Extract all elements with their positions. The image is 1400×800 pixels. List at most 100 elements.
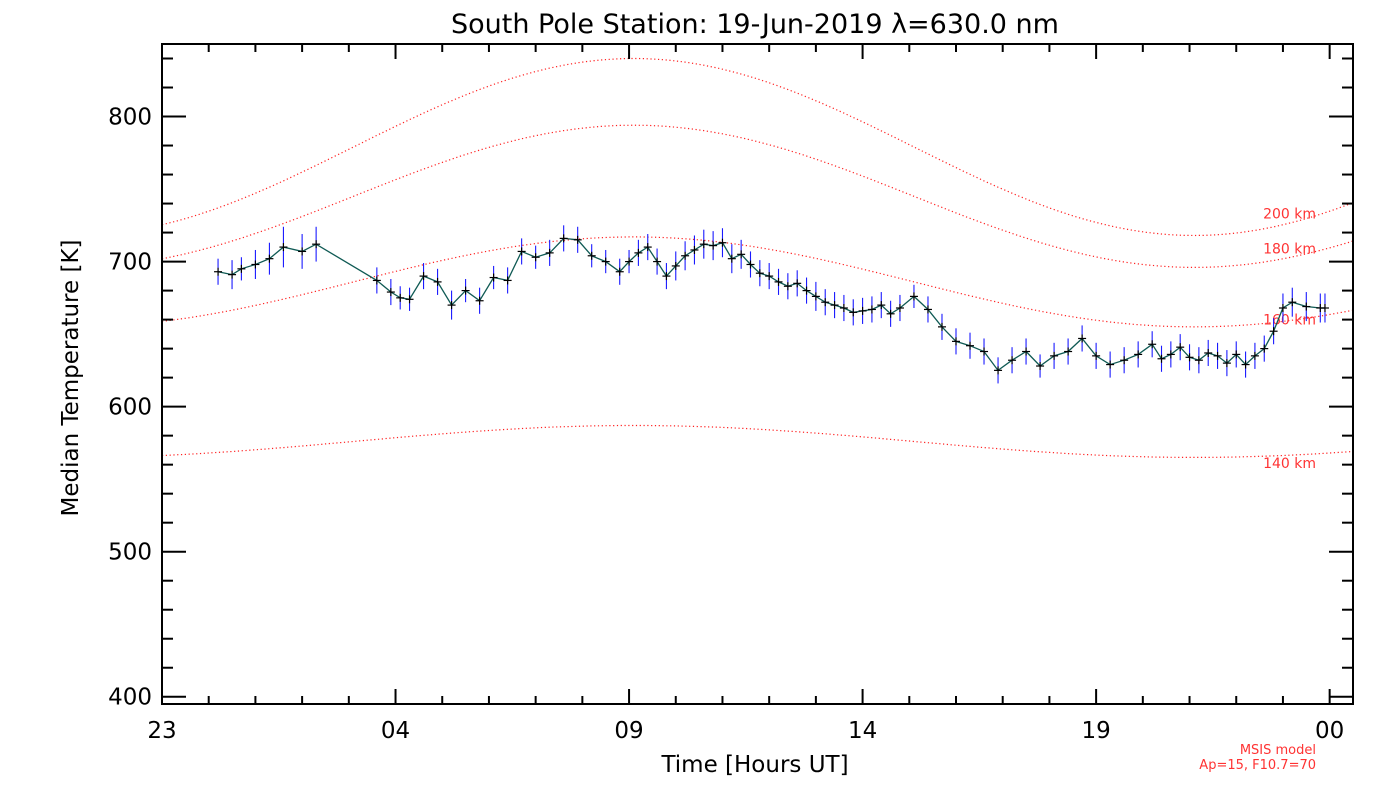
data-point — [671, 261, 680, 270]
data-point — [587, 251, 596, 260]
data-point — [625, 257, 634, 266]
data-point — [1194, 356, 1203, 365]
data-point — [681, 251, 690, 260]
data-point — [1269, 327, 1278, 336]
data-point — [709, 241, 718, 250]
data-point — [405, 295, 414, 304]
y-tick-label: 800 — [108, 105, 152, 131]
data-point — [475, 296, 484, 305]
data-point — [937, 322, 946, 331]
x-tick-label: 00 — [1315, 718, 1344, 744]
data-point — [793, 279, 802, 288]
x-tick-label: 14 — [848, 718, 877, 744]
error-bars — [217, 225, 1326, 384]
data-point — [737, 250, 746, 259]
data-point — [1064, 347, 1073, 356]
data-point — [1050, 351, 1059, 360]
data-point — [1232, 350, 1241, 359]
data-point — [312, 240, 321, 249]
data-point — [653, 257, 662, 266]
data-point — [372, 276, 381, 285]
data-point — [279, 243, 288, 252]
data-point — [1092, 351, 1101, 360]
data-point — [489, 273, 498, 282]
data-point — [765, 272, 774, 281]
data-point — [615, 267, 624, 276]
x-tick-label: 23 — [147, 718, 176, 744]
data-point — [1134, 350, 1143, 359]
data-point — [662, 272, 671, 281]
data-point — [643, 243, 652, 252]
data-point — [601, 257, 610, 266]
data-point — [1302, 302, 1311, 311]
data-point — [396, 293, 405, 302]
data-point — [774, 277, 783, 286]
data-point — [1222, 359, 1231, 368]
data-point — [545, 248, 554, 257]
chart-title: South Pole Station: 19-Jun-2019 λ=630.0 … — [451, 9, 1059, 40]
data-point — [1185, 353, 1194, 362]
data-point — [1260, 344, 1269, 353]
data-point — [746, 260, 755, 269]
data-point — [690, 245, 699, 254]
data-point — [755, 269, 764, 278]
data-point — [517, 247, 526, 256]
x-tick-label: 04 — [381, 718, 410, 744]
data-point — [251, 260, 260, 269]
data-point — [783, 282, 792, 291]
series-line — [217, 237, 1325, 372]
model-curve-label-1: 180 km — [1263, 242, 1316, 258]
y-tick-label: 500 — [108, 540, 152, 566]
data-point — [1106, 360, 1115, 369]
data-point — [952, 337, 960, 346]
data-point — [1204, 348, 1213, 357]
data-point — [559, 234, 568, 243]
data-point — [980, 347, 989, 356]
data-point — [1120, 356, 1129, 365]
model-curve-label-2: 160 km — [1263, 313, 1316, 329]
y-tick-label: 700 — [108, 250, 152, 276]
data-point — [802, 286, 811, 295]
plot-frame — [161, 43, 1354, 705]
data-point — [727, 254, 736, 263]
data-point — [214, 267, 223, 276]
data-point — [718, 238, 727, 247]
data-point — [821, 298, 830, 307]
data-point — [228, 270, 237, 279]
data-point — [966, 341, 975, 350]
data-point — [447, 301, 456, 310]
model-curve-label-3: 140 km — [1263, 456, 1316, 472]
data-markers — [214, 234, 1329, 375]
data-point — [858, 306, 867, 315]
data-point — [886, 309, 895, 318]
y-axis-label: Median Temperature [K] — [58, 240, 84, 517]
data-point — [298, 247, 307, 256]
data-point — [503, 276, 512, 285]
data-point — [1036, 362, 1045, 371]
model-curves — [161, 57, 1354, 458]
data-point — [1078, 334, 1087, 343]
model-note-line-1: MSIS model — [1240, 743, 1316, 758]
data-point — [1320, 304, 1329, 312]
model-curve-labels: 200 km 180 km 160 km 140 km — [1263, 207, 1316, 472]
x-axis-label: Time [Hours UT] — [660, 752, 848, 778]
axis-ticks — [161, 44, 1353, 704]
y-tick-label: 600 — [108, 395, 152, 421]
model-curve-2 — [161, 236, 1354, 328]
data-point — [531, 253, 540, 262]
data-point — [634, 248, 643, 257]
data-point — [1288, 298, 1297, 307]
model-curve-label-0: 200 km — [1263, 207, 1316, 223]
data-point — [1008, 356, 1017, 365]
data-point — [1148, 340, 1157, 349]
model-curve-0 — [161, 57, 1354, 237]
data-point — [573, 235, 582, 244]
data-point — [811, 292, 820, 301]
data-point — [1241, 360, 1250, 369]
data-point — [895, 304, 904, 312]
model-curve-3 — [161, 424, 1354, 458]
y-tick-label: 400 — [108, 685, 152, 711]
data-point — [1176, 343, 1185, 352]
data-point — [923, 305, 932, 314]
